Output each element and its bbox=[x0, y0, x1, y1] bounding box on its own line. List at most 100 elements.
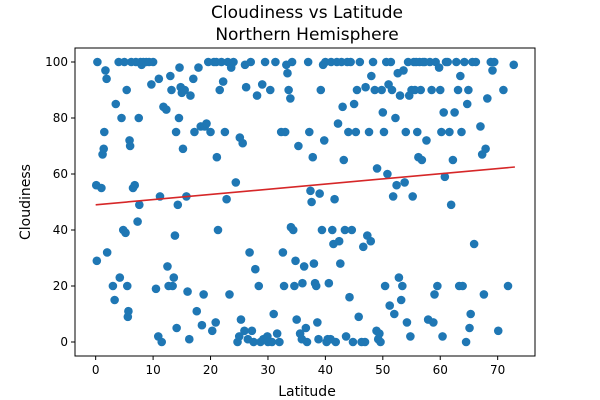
data-point bbox=[271, 57, 280, 67]
data-points bbox=[91, 57, 519, 347]
data-point bbox=[92, 256, 102, 266]
data-point bbox=[252, 91, 262, 100]
data-point bbox=[355, 57, 365, 67]
data-point bbox=[331, 337, 341, 347]
data-point bbox=[388, 192, 398, 201]
data-point bbox=[340, 225, 350, 235]
data-point bbox=[469, 239, 479, 249]
data-point bbox=[412, 127, 422, 137]
data-point bbox=[466, 309, 475, 319]
data-point bbox=[379, 127, 389, 137]
data-point bbox=[247, 326, 257, 336]
y-tick-label: 60 bbox=[53, 167, 68, 181]
data-point bbox=[395, 91, 405, 100]
data-point bbox=[280, 127, 290, 137]
x-tick-label: 0 bbox=[92, 363, 100, 377]
data-point bbox=[301, 323, 311, 333]
data-point bbox=[192, 306, 202, 316]
data-point bbox=[199, 290, 208, 299]
data-point bbox=[283, 68, 292, 78]
data-point bbox=[476, 122, 485, 131]
data-point bbox=[345, 292, 354, 302]
data-point bbox=[370, 85, 380, 95]
data-point bbox=[465, 323, 474, 333]
data-point bbox=[479, 290, 489, 299]
data-point bbox=[394, 273, 404, 282]
data-point bbox=[265, 85, 275, 95]
data-point bbox=[241, 82, 251, 92]
data-point bbox=[402, 318, 412, 327]
data-point bbox=[115, 273, 125, 282]
data-point bbox=[299, 262, 309, 271]
data-point bbox=[302, 337, 312, 347]
data-point bbox=[330, 194, 339, 204]
data-point bbox=[416, 85, 426, 95]
data-point bbox=[217, 57, 226, 67]
data-point bbox=[427, 85, 436, 95]
data-point bbox=[163, 262, 172, 271]
data-point bbox=[278, 248, 288, 257]
data-point bbox=[317, 225, 327, 235]
data-point bbox=[183, 287, 192, 296]
data-point bbox=[400, 178, 409, 187]
data-point bbox=[378, 108, 388, 117]
data-point bbox=[346, 57, 355, 67]
data-point bbox=[358, 242, 368, 252]
data-point bbox=[387, 85, 397, 95]
data-point bbox=[173, 200, 183, 210]
data-point bbox=[354, 312, 364, 322]
data-point bbox=[483, 94, 492, 103]
data-point bbox=[174, 113, 184, 123]
chart-subtitle: Northern Hemisphere bbox=[215, 25, 398, 45]
data-point bbox=[110, 295, 119, 305]
data-point bbox=[291, 256, 300, 266]
data-point bbox=[298, 278, 307, 288]
regression-line bbox=[95, 166, 515, 206]
data-point bbox=[135, 200, 144, 210]
data-point bbox=[305, 127, 314, 137]
data-point bbox=[334, 236, 344, 246]
x-axis-label: Latitude bbox=[278, 384, 336, 400]
data-point bbox=[170, 231, 180, 240]
data-point bbox=[213, 225, 223, 235]
data-point bbox=[101, 66, 110, 75]
data-point bbox=[189, 74, 198, 84]
data-point bbox=[445, 127, 454, 137]
data-point bbox=[286, 94, 295, 103]
data-point bbox=[471, 57, 481, 67]
data-point bbox=[316, 85, 326, 95]
data-point bbox=[162, 105, 171, 114]
data-point bbox=[464, 85, 473, 95]
data-point bbox=[386, 57, 396, 67]
y-tick-label: 0 bbox=[60, 335, 68, 349]
data-point bbox=[197, 320, 207, 330]
data-point bbox=[133, 217, 142, 226]
data-point bbox=[488, 66, 497, 75]
data-point bbox=[368, 57, 378, 67]
data-point bbox=[347, 225, 357, 235]
data-point bbox=[398, 281, 407, 291]
data-point bbox=[361, 82, 370, 92]
data-point bbox=[236, 315, 246, 324]
data-point bbox=[151, 284, 161, 294]
data-point bbox=[220, 127, 230, 137]
data-point bbox=[453, 85, 463, 95]
data-point bbox=[462, 99, 472, 109]
x-tick-label: 50 bbox=[375, 363, 390, 377]
data-point bbox=[314, 334, 323, 344]
data-point bbox=[390, 309, 399, 319]
data-point bbox=[366, 236, 376, 246]
data-point bbox=[99, 144, 109, 154]
y-axis-ticks: 0 20 40 60 80 100 bbox=[45, 55, 75, 349]
data-point bbox=[178, 144, 188, 154]
data-point bbox=[489, 57, 499, 67]
data-point bbox=[166, 71, 175, 81]
data-point bbox=[111, 99, 121, 109]
data-point bbox=[348, 337, 358, 347]
data-point bbox=[399, 66, 408, 75]
data-point bbox=[303, 57, 313, 67]
data-point bbox=[377, 85, 386, 95]
data-point bbox=[457, 127, 466, 137]
data-point bbox=[460, 57, 469, 67]
